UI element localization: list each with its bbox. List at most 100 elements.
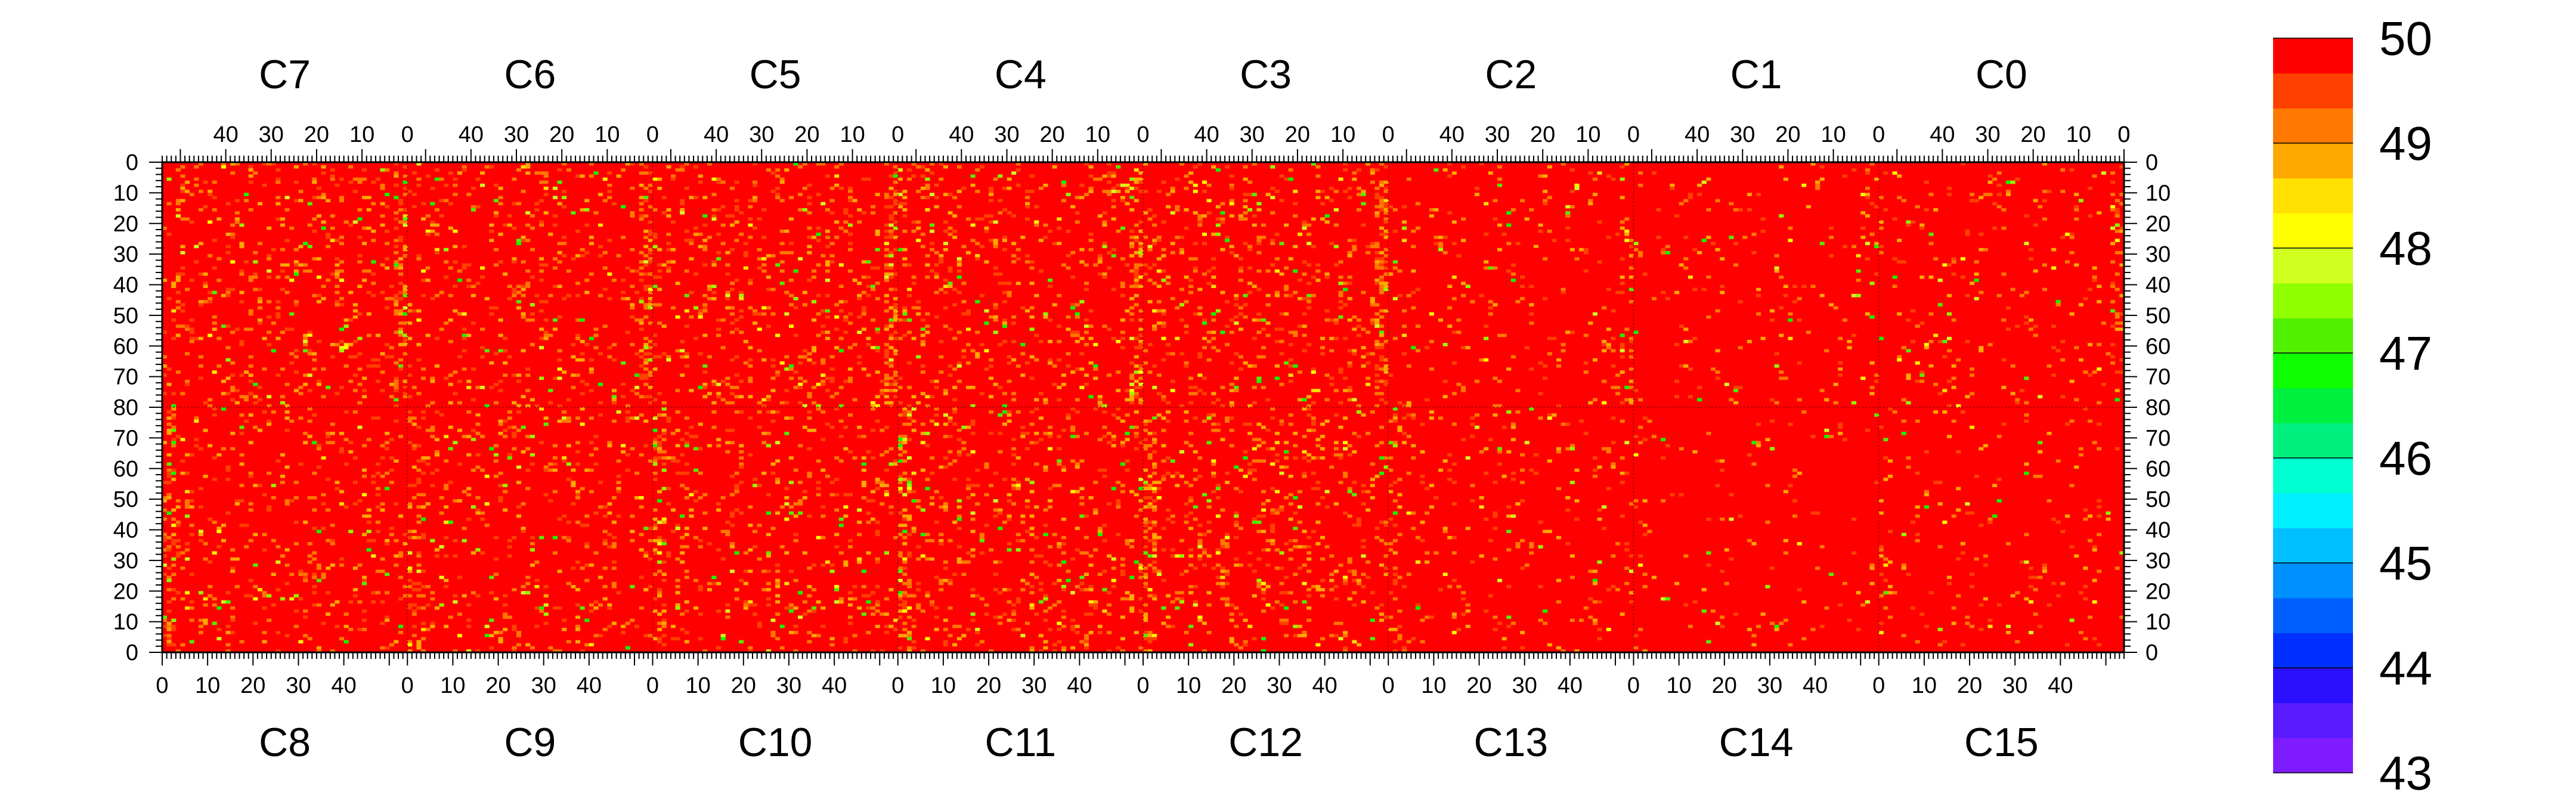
- heatmap-cell: [1951, 260, 1956, 264]
- heatmap-cell: [753, 545, 758, 549]
- heatmap-cell: [1783, 183, 1788, 187]
- heatmap-cell: [1379, 263, 1385, 267]
- heatmap-cell: [1543, 199, 1548, 203]
- heatmap-cell: [230, 386, 236, 389]
- heatmap-cell: [1683, 266, 1689, 270]
- heatmap-cell: [1048, 339, 1053, 343]
- heatmap-cell: [652, 471, 658, 475]
- heatmap-cell: [1338, 293, 1343, 298]
- heatmap-cell: [575, 560, 581, 564]
- heatmap-cell: [884, 379, 889, 383]
- heatmap-cell: [1038, 239, 1044, 242]
- heatmap-cell: [766, 603, 771, 607]
- heatmap-cell: [812, 346, 817, 349]
- heatmap-cell: [838, 284, 844, 289]
- heatmap-cell: [434, 233, 439, 236]
- heatmap-cell: [512, 535, 517, 540]
- heatmap-cell: [484, 524, 490, 527]
- heatmap-cell: [748, 205, 753, 209]
- heatmap-cell: [1720, 257, 1725, 261]
- heatmap-cell: [593, 600, 599, 604]
- heatmap-cell: [225, 511, 231, 515]
- heatmap-cell: [857, 293, 862, 298]
- heatmap-cell: [166, 177, 172, 181]
- heatmap-cell: [416, 493, 422, 497]
- heatmap-cell: [580, 422, 585, 426]
- heatmap-cell: [639, 376, 644, 380]
- heatmap-cell: [875, 327, 880, 331]
- heatmap-cell: [888, 318, 894, 322]
- heatmap-cell: [875, 395, 880, 398]
- heatmap-cell: [271, 538, 276, 543]
- heatmap-cell: [484, 165, 490, 169]
- heatmap-cell: [1688, 395, 1693, 398]
- heatmap-cell: [1057, 395, 1062, 398]
- heatmap-cell: [1361, 190, 1366, 193]
- heatmap-cell: [389, 355, 394, 359]
- heatmap-cell: [425, 214, 431, 218]
- heatmap-cell: [670, 508, 676, 512]
- heatmap-cell: [248, 208, 253, 212]
- heatmap-cell: [680, 612, 685, 616]
- heatmap-cell: [198, 355, 203, 359]
- heatmap-cell: [1733, 389, 1739, 392]
- heatmap-cell: [1343, 281, 1348, 285]
- heatmap-cell: [680, 202, 685, 206]
- heatmap-cell: [948, 190, 953, 193]
- heatmap-cell: [911, 281, 917, 285]
- heatmap-cell: [639, 183, 644, 187]
- heatmap-cell: [770, 312, 776, 316]
- heatmap-cell: [743, 606, 748, 610]
- heatmap-cell: [1061, 373, 1066, 377]
- heatmap-cell: [1352, 315, 1357, 319]
- heatmap-cell: [271, 572, 276, 576]
- heatmap-cell: [847, 196, 853, 200]
- heatmap-cell: [416, 257, 422, 261]
- heatmap-cell: [666, 487, 671, 491]
- heatmap-cell: [2088, 187, 2093, 190]
- heatmap-cell: [616, 591, 621, 595]
- heatmap-cell: [1193, 190, 1198, 193]
- heatmap-cell: [825, 174, 830, 178]
- heatmap-cell: [348, 450, 354, 454]
- heatmap-cell: [411, 612, 417, 616]
- heatmap-cell: [516, 505, 522, 509]
- heatmap-cell: [1606, 287, 1611, 292]
- heatmap-cell: [984, 309, 989, 313]
- heatmap-cell: [748, 376, 753, 380]
- heatmap-cell: [275, 306, 281, 309]
- heatmap-cell: [961, 187, 967, 190]
- heatmap-cell: [1397, 269, 1402, 273]
- heatmap-cell: [1383, 367, 1389, 371]
- heatmap-cell: [221, 538, 227, 543]
- heatmap-cell: [793, 502, 798, 506]
- heatmap-cell: [875, 266, 880, 270]
- heatmap-cell: [902, 333, 908, 338]
- heatmap-cell: [385, 168, 390, 172]
- heatmap-cell: [421, 594, 426, 597]
- heatmap-cell: [1456, 318, 1462, 322]
- heatmap-cell: [1438, 247, 1444, 252]
- heatmap-cell: [2119, 293, 2125, 298]
- heatmap-cell: [1066, 266, 1071, 270]
- heatmap-cell: [552, 266, 558, 270]
- heatmap-cell: [952, 398, 958, 402]
- heatmap-cell: [993, 303, 998, 306]
- heatmap-cell: [589, 370, 594, 374]
- heatmap-cell: [956, 364, 962, 368]
- heatmap-cell: [257, 484, 262, 487]
- heatmap-cell: [584, 514, 590, 518]
- heatmap-cell: [834, 392, 840, 395]
- heatmap-cell: [698, 584, 703, 589]
- heatmap-cell: [293, 263, 299, 267]
- heatmap-cell: [884, 236, 889, 239]
- heatmap-cell: [394, 303, 399, 306]
- heatmap-cell: [284, 564, 290, 567]
- heatmap-cell: [1184, 364, 1189, 368]
- heatmap-cell: [775, 410, 781, 414]
- heatmap-cell: [2046, 364, 2052, 368]
- heatmap-cell: [439, 603, 444, 607]
- heatmap-cell: [448, 339, 453, 343]
- heatmap-cell: [1992, 177, 1998, 181]
- heatmap-cell: [180, 183, 185, 187]
